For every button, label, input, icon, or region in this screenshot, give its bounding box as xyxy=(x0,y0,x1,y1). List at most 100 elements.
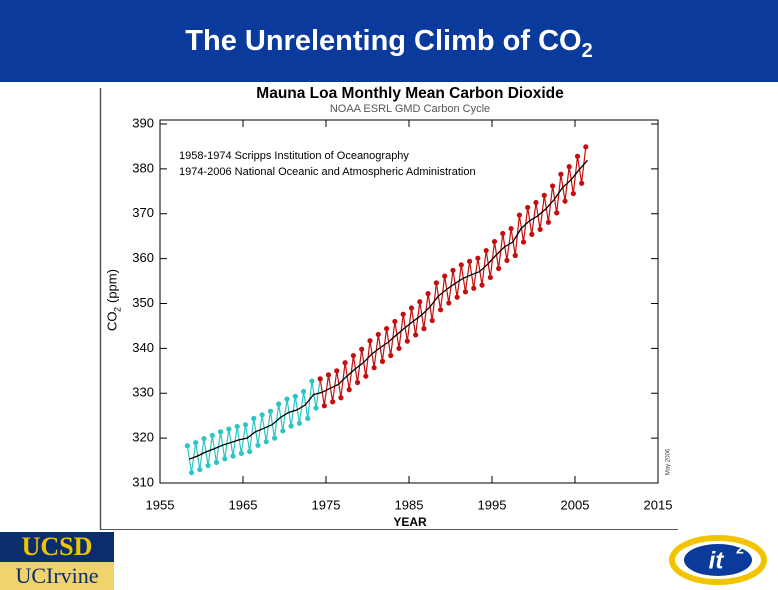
data-point xyxy=(288,423,294,429)
data-point xyxy=(471,285,477,291)
data-point xyxy=(566,164,572,170)
data-point xyxy=(570,190,576,197)
data-point xyxy=(408,305,415,311)
x-axis-label: YEAR xyxy=(393,515,427,529)
data-point xyxy=(234,423,240,430)
x-tick-label: 1975 xyxy=(312,497,341,512)
data-point xyxy=(217,429,224,435)
data-point xyxy=(271,435,278,441)
legend-entry: 1974-2006 National Oceanic and Atmospher… xyxy=(179,166,476,178)
data-point xyxy=(388,352,394,359)
data-point xyxy=(520,239,527,245)
slide-title-subscript: 2 xyxy=(581,39,593,62)
date-note: May 2006 xyxy=(666,448,672,475)
y-axis-label: CO 2 (ppm) xyxy=(104,269,122,331)
x-tick-label: 1985 xyxy=(395,497,424,512)
data-point xyxy=(579,180,585,186)
data-point xyxy=(201,435,207,442)
data-point xyxy=(255,442,261,448)
header: The Unrelenting Climb of CO2 xyxy=(0,0,778,82)
data-point xyxy=(533,199,539,206)
data-point xyxy=(379,358,386,364)
data-point xyxy=(525,204,531,211)
y-tick-label: 310 xyxy=(132,474,154,489)
data-point xyxy=(383,326,390,332)
data-point xyxy=(300,388,307,395)
data-point xyxy=(462,289,469,295)
data-point xyxy=(209,432,215,439)
data-point xyxy=(417,299,423,305)
y-axis-label-unit: (ppm) xyxy=(104,269,119,303)
data-point xyxy=(350,352,356,359)
data-point xyxy=(325,372,332,378)
data-point xyxy=(371,365,377,371)
data-point xyxy=(226,426,232,432)
data-point xyxy=(404,338,410,344)
x-tick-label: 1995 xyxy=(478,497,507,512)
y-tick-label: 350 xyxy=(132,295,154,310)
data-point xyxy=(188,470,195,476)
y-tick-label: 320 xyxy=(132,430,154,445)
logo-superscript: 2 xyxy=(736,541,744,557)
data-point xyxy=(400,311,406,317)
data-point xyxy=(346,387,352,393)
data-point xyxy=(554,210,560,216)
data-point xyxy=(425,291,431,297)
data-point xyxy=(267,408,273,414)
y-tick-label: 330 xyxy=(132,385,154,400)
logo-core xyxy=(684,544,752,576)
y-tick-label: 360 xyxy=(132,250,154,265)
data-point xyxy=(512,252,518,259)
data-point xyxy=(280,428,286,434)
data-point xyxy=(541,192,547,198)
data-point xyxy=(421,326,427,332)
data-point xyxy=(479,282,485,288)
data-point xyxy=(454,294,460,300)
data-point xyxy=(483,247,489,254)
data-point xyxy=(359,346,365,352)
data-point xyxy=(284,396,290,402)
data-point xyxy=(558,171,564,177)
data-point xyxy=(238,450,244,456)
x-tick-label: 2005 xyxy=(561,497,590,512)
data-point xyxy=(429,317,435,324)
data-point xyxy=(487,274,493,281)
data-point xyxy=(263,439,269,445)
data-point xyxy=(396,345,402,351)
y-tick-label: 340 xyxy=(132,340,154,355)
y-axis-label-main: CO xyxy=(104,312,119,332)
data-point xyxy=(545,219,552,225)
data-point xyxy=(296,420,303,426)
data-point xyxy=(354,379,361,386)
logo-ring xyxy=(669,535,767,585)
y-tick-label: 390 xyxy=(132,115,154,130)
data-point xyxy=(205,462,211,469)
data-point xyxy=(197,466,203,473)
data-point xyxy=(516,212,522,218)
data-point xyxy=(491,238,498,245)
legend-entry: 1958-1974 Scripps Institution of Oceanog… xyxy=(179,150,409,162)
data-point xyxy=(276,401,282,407)
data-point xyxy=(330,399,336,405)
data-point xyxy=(496,265,502,272)
data-point xyxy=(222,456,228,462)
data-point xyxy=(247,448,253,455)
data-point xyxy=(213,459,220,465)
data-point xyxy=(259,412,265,418)
data-point xyxy=(309,378,315,384)
data-point xyxy=(446,300,452,306)
x-tick-label: 1955 xyxy=(146,497,175,512)
data-point xyxy=(475,255,481,261)
data-point xyxy=(367,338,373,344)
logo-ucsd: UCSD xyxy=(0,532,114,562)
data-point xyxy=(413,332,419,338)
data-point xyxy=(500,230,506,237)
logo-it2: it 2 xyxy=(669,535,767,585)
chart-subtitle: NOAA ESRL GMD Carbon Cycle xyxy=(330,103,490,115)
data-point xyxy=(317,376,323,382)
data-point xyxy=(437,307,444,313)
chart-title: Mauna Loa Monthly Mean Carbon Dioxide xyxy=(256,85,564,102)
data-point xyxy=(313,405,319,411)
